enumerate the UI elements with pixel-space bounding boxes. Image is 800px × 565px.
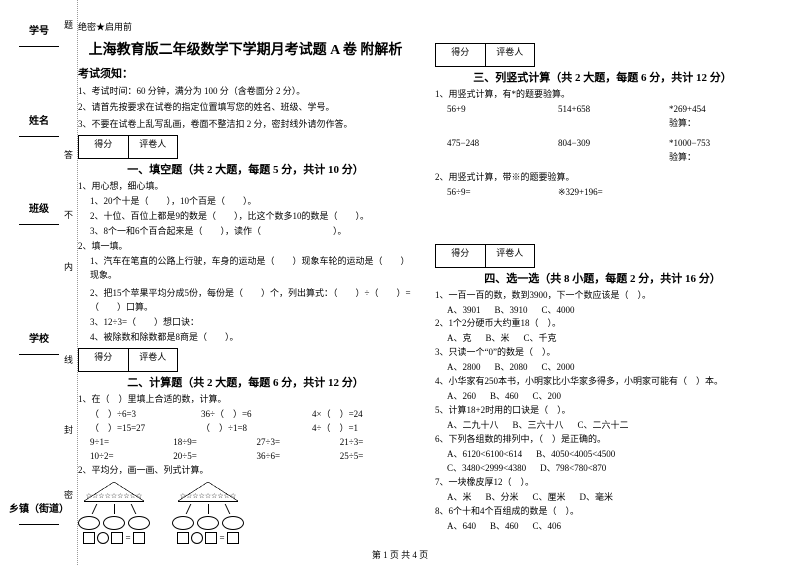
binding-field: 学校 [0,330,78,345]
calc-row: 475−248804−309*1000−753 [435,137,770,151]
score-box: 得分 评卷人 [435,244,535,268]
mcq: 2、1个2分硬币大约重18（ ）。 [435,317,770,331]
mcq-options: A、6120<6100<614B、4050<4005<4500 [435,448,770,462]
subquestion: 2、十位、百位上都是9的数是（ ），比这个数多10的数是（ ）。 [78,210,413,224]
question: 2、平均分，画一画、列式计算。 [78,464,413,478]
calc-row: （ ）÷6=336÷（ ）=64×（ ）=24 [78,408,413,422]
subquestion: 3、8个一和6个百合起来是（ ），读作（ ）。 [78,225,413,239]
mcq-options: A、3901B、3910C、4000 [435,304,770,318]
seal-text: 答 [62,150,75,165]
subquestion: 1、20个十是（ ），10个百是（ ）。 [78,195,413,209]
seal-text: 密 [62,490,75,505]
left-column: 上海教育版二年级数学下学期月考试题 A 卷 附解析 考试须知： 1、考试时间：6… [78,39,413,531]
mcq: 5、计算18+2时用的口诀是（ ）。 [435,404,770,418]
calc-row: （ ）=15=27（ ）÷1=84÷（ ）=1 [78,422,413,436]
mcq-options: A、二九十八B、三六十八C、二六十二 [435,419,770,433]
binding-field: 姓名 [0,112,78,127]
question: 2、填一填。 [78,240,413,254]
instruction-item: 2、请首先按要求在试卷的指定位置填写您的姓名、班级、学号。 [78,100,413,114]
grader-label: 评卷人 [129,136,178,158]
mcq-options: C、3480<2999<4380D、798<780<870 [435,462,770,476]
subquestion: 4、被除数和除数都是8商是（ ）。 [78,331,413,345]
instruction-item: 3、不要在试卷上乱写乱画，卷面不整洁扣 2 分，密封线外请勿作答。 [78,117,413,131]
mcq-options: A、260B、460C、200 [435,390,770,404]
division-diagram: ☆☆☆☆☆☆☆☆☆ = ☆☆☆☆☆☆☆☆☆ = [78,482,413,544]
mcq-options: A、米B、分米C、厘米D、毫米 [435,491,770,505]
binding-margin: 学号 姓名 班级 学校 乡镇（街道） 题 答 不 内 线 封 密 [0,0,78,565]
section-title: 一、填空题（共 2 大题，每题 5 分，共计 10 分） [78,161,413,177]
section-title: 二、计算题（共 2 大题，每题 6 分，共计 12 分） [78,374,413,390]
instructions-heading: 考试须知： [78,65,413,81]
calc-row: 10÷2=20÷5=36÷6=25÷5= [78,450,413,464]
page-footer: 第 1 页 共 4 页 [0,548,800,561]
score-box: 得分 评卷人 [435,43,535,67]
seal-text: 题 [62,20,75,35]
calc-row: 9÷1=18÷9=27÷3=21÷3= [78,436,413,450]
score-box: 得分 评卷人 [78,135,178,159]
seal-text: 不 [62,210,75,225]
question: 2、用竖式计算，带※的题要验算。 [435,171,770,185]
calc-row: 56÷9=※329+196= [435,186,770,200]
exam-title: 上海教育版二年级数学下学期月考试题 A 卷 附解析 [78,39,413,59]
mcq: 3、只读一个“0”的数是（ ）。 [435,346,770,360]
mcq: 1、一百一百的数，数到3900，下一个数应该是（ ）。 [435,289,770,303]
star-row: ☆☆☆☆☆☆☆☆☆ [86,492,142,500]
score-label: 得分 [79,349,129,371]
subquestion: 1、汽车在笔直的公路上行驶，车身的运动是（ ）现象车轮的运动是（ ）现象。 [78,255,413,283]
mcq-options: A、640B、460C、406 [435,520,770,534]
question: 1、用竖式计算，有*的题要验算。 [435,88,770,102]
instruction-item: 1、考试时间：60 分钟，满分为 100 分（含卷面分 2 分）。 [78,84,413,98]
calc-row: 验算： [435,117,770,131]
seal-text: 线 [62,355,75,370]
mcq: 7、一块橡皮厚12（ ）。 [435,476,770,490]
score-box: 得分 评卷人 [78,348,178,372]
right-column: 得分 评卷人 三、列竖式计算（共 2 大题，每题 6 分，共计 12 分） 1、… [435,39,770,531]
grader-label: 评卷人 [486,245,535,267]
question: 1、用心想，细心填。 [78,180,413,194]
mcq-options: A、克B、米C、千克 [435,332,770,346]
seal-text: 封 [62,425,75,440]
score-label: 得分 [436,245,486,267]
calc-row: 验算： [435,151,770,165]
section-title: 三、列竖式计算（共 2 大题，每题 6 分，共计 12 分） [435,69,770,85]
score-label: 得分 [436,44,486,66]
question: 1、在（ ）里填上合适的数，计算。 [78,393,413,407]
subquestion: 3、12÷3=（ ）想口诀： [78,316,413,330]
mcq-options: A、2800B、2080C、2000 [435,361,770,375]
mcq: 4、小华家有250本书，小明家比小华家多得多，小明家可能有（ ）本。 [435,375,770,389]
grader-label: 评卷人 [129,349,178,371]
confidential-label: 绝密★启用前 [78,20,770,33]
subquestion: 2、把15个苹果平均分成5份，每份是（ ）个，列出算式：（ ）÷（ ）=（ ）口… [78,287,413,315]
seal-text: 内 [62,262,75,277]
star-row: ☆☆☆☆☆☆☆☆☆ [180,492,236,500]
mcq: 6、下列各组数的排列中，（ ）是正确的。 [435,433,770,447]
mcq: 8、6个十和4个百组成的数是（ ）。 [435,505,770,519]
section-title: 四、选一选（共 8 小题，每题 2 分，共计 16 分） [435,270,770,286]
calc-row: 56+9514+658*269+454 [435,103,770,117]
grader-label: 评卷人 [486,44,535,66]
score-label: 得分 [79,136,129,158]
